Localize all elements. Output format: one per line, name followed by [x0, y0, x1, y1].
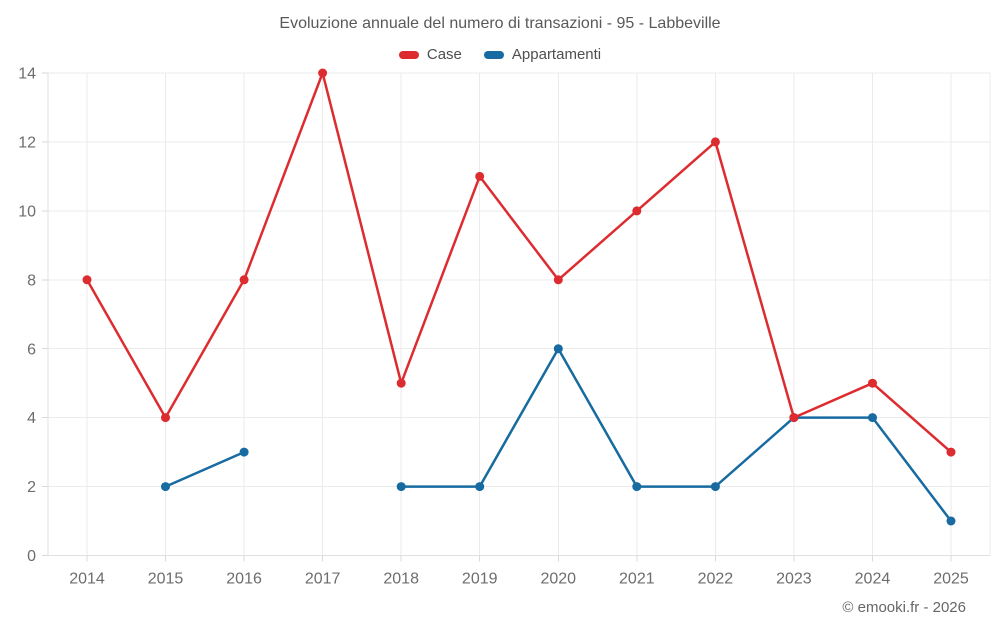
data-point-appartamenti-2016: [239, 447, 249, 457]
series-line-appartamenti: [164, 347, 953, 523]
data-point-case-2016: [239, 275, 249, 285]
x-axis-label: 2021: [619, 571, 655, 588]
x-axis-label: 2022: [698, 571, 734, 588]
y-axis-label: 2: [27, 479, 36, 496]
data-point-case-2021: [632, 206, 642, 216]
x-axis-label: 2017: [305, 571, 341, 588]
data-point-appartamenti-2015: [161, 482, 170, 492]
x-axis-label: 2024: [855, 571, 891, 588]
x-axis-label: 2019: [462, 571, 498, 588]
chart-title: Evoluzione annuale del numero di transaz…: [279, 15, 721, 32]
data-point-appartamenti-2020: [553, 344, 563, 354]
data-point-appartamenti-2024: [868, 413, 877, 423]
data-point-appartamenti-2021: [632, 482, 642, 492]
data-point-case-2025: [946, 447, 956, 457]
x-axis-label: 2016: [226, 571, 262, 588]
legend-swatch-case: [398, 50, 419, 59]
data-point-case-2019: [475, 171, 485, 181]
copyright-credit: © emooki.fr - 2026: [842, 599, 966, 616]
x-axis-label: 2020: [540, 571, 576, 588]
x-axis-label: 2025: [933, 571, 969, 588]
x-axis-label: 2023: [776, 571, 812, 588]
data-point-case-2017: [318, 68, 328, 78]
data-point-case-2022: [710, 137, 720, 147]
data-point-appartamenti-2018: [396, 482, 406, 492]
data-point-case-2018: [396, 378, 406, 388]
x-axis-label: 2014: [69, 571, 105, 588]
x-axis-label: 2018: [383, 571, 419, 588]
series-line-case: [85, 71, 953, 454]
y-axis-label: 6: [27, 341, 36, 358]
data-point-case-2015: [161, 413, 170, 423]
legend-swatch-appartamenti: [483, 50, 504, 59]
y-axis-label: 0: [27, 548, 36, 565]
legend-item-appartamenti[interactable]: Appartamenti: [483, 46, 602, 63]
data-point-case-2023: [789, 413, 799, 423]
data-point-case-2014: [82, 275, 92, 285]
y-axis-label: 4: [27, 410, 36, 427]
chart-legend: Case Appartamenti: [0, 46, 1000, 63]
data-point-appartamenti-2022: [710, 482, 720, 492]
y-axis-label: 8: [27, 272, 36, 289]
legend-label-appartamenti: Appartamenti: [511, 46, 602, 63]
data-point-appartamenti-2019: [475, 482, 485, 492]
data-point-case-2024: [868, 378, 877, 388]
y-axis-label: 14: [18, 66, 36, 83]
y-axis-label: 10: [18, 203, 36, 220]
legend-item-case[interactable]: Case: [398, 46, 462, 63]
data-point-case-2020: [553, 275, 563, 285]
y-axis-label: 12: [18, 135, 36, 152]
legend-label-case: Case: [426, 46, 462, 63]
data-point-appartamenti-2025: [946, 516, 956, 526]
x-axis-label: 2015: [148, 571, 184, 588]
